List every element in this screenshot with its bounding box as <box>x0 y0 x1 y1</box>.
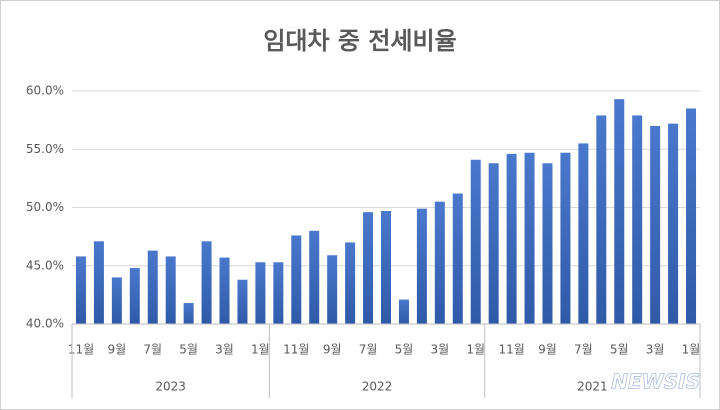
bar <box>542 163 553 324</box>
x-tick-label: 11월 <box>68 343 94 357</box>
x-tick-label: 1월 <box>682 343 701 357</box>
bar <box>327 255 338 324</box>
bar <box>93 241 104 324</box>
group-label: 2022 <box>362 380 393 394</box>
x-tick-label: 3월 <box>430 343 449 357</box>
bar <box>219 257 230 324</box>
bar <box>578 143 589 324</box>
group-label: 2021 <box>577 380 608 394</box>
bar <box>488 163 499 324</box>
bar <box>111 277 122 324</box>
x-tick-label: 9월 <box>323 343 342 357</box>
y-tick-label: 60.0% <box>26 84 64 98</box>
bar <box>273 262 284 324</box>
x-tick-label: 5월 <box>395 343 414 357</box>
bar <box>452 193 463 324</box>
bar <box>416 208 427 324</box>
y-tick-label: 50.0% <box>26 200 64 214</box>
y-tick-label: 55.0% <box>26 142 64 156</box>
bar <box>255 262 266 324</box>
x-tick-label: 1월 <box>251 343 270 357</box>
bar <box>129 268 140 324</box>
bar <box>470 159 481 324</box>
bar <box>183 303 194 324</box>
y-tick-label: 40.0% <box>26 317 64 331</box>
bar <box>363 212 374 324</box>
x-tick-label: 9월 <box>538 343 557 357</box>
bar <box>398 299 409 324</box>
x-tick-label: 11월 <box>498 343 524 357</box>
bar <box>434 201 445 324</box>
bar <box>291 235 302 324</box>
x-tick-label: 7월 <box>359 343 378 357</box>
bar <box>506 153 517 324</box>
x-tick-label: 9월 <box>108 343 127 357</box>
x-tick-label: 7월 <box>574 343 593 357</box>
x-tick-label: 1월 <box>466 343 485 357</box>
x-tick-label: 11월 <box>283 343 309 357</box>
bar <box>345 242 356 324</box>
bar <box>596 115 607 324</box>
bar <box>668 123 679 325</box>
bar <box>147 250 158 324</box>
x-tick-label: 5월 <box>610 343 629 357</box>
bar <box>201 241 212 324</box>
bar <box>614 99 625 324</box>
bar <box>309 230 320 324</box>
group-label: 2023 <box>155 380 186 394</box>
x-tick-label: 3월 <box>215 343 234 357</box>
x-tick-label: 5월 <box>179 343 198 357</box>
chart-title: 임대차 중 전세비율 <box>263 27 456 55</box>
x-tick-label: 3월 <box>646 343 665 357</box>
x-tick-label: 7월 <box>143 343 162 357</box>
bar <box>165 256 176 324</box>
bar <box>524 152 535 324</box>
bar <box>381 210 391 324</box>
bar <box>686 108 697 324</box>
bar <box>632 115 643 324</box>
watermark: NEWSIS <box>611 370 700 394</box>
bar <box>75 256 86 324</box>
bar <box>237 279 248 324</box>
bar <box>650 125 661 324</box>
bar <box>560 152 571 324</box>
y-tick-label: 45.0% <box>26 258 64 272</box>
